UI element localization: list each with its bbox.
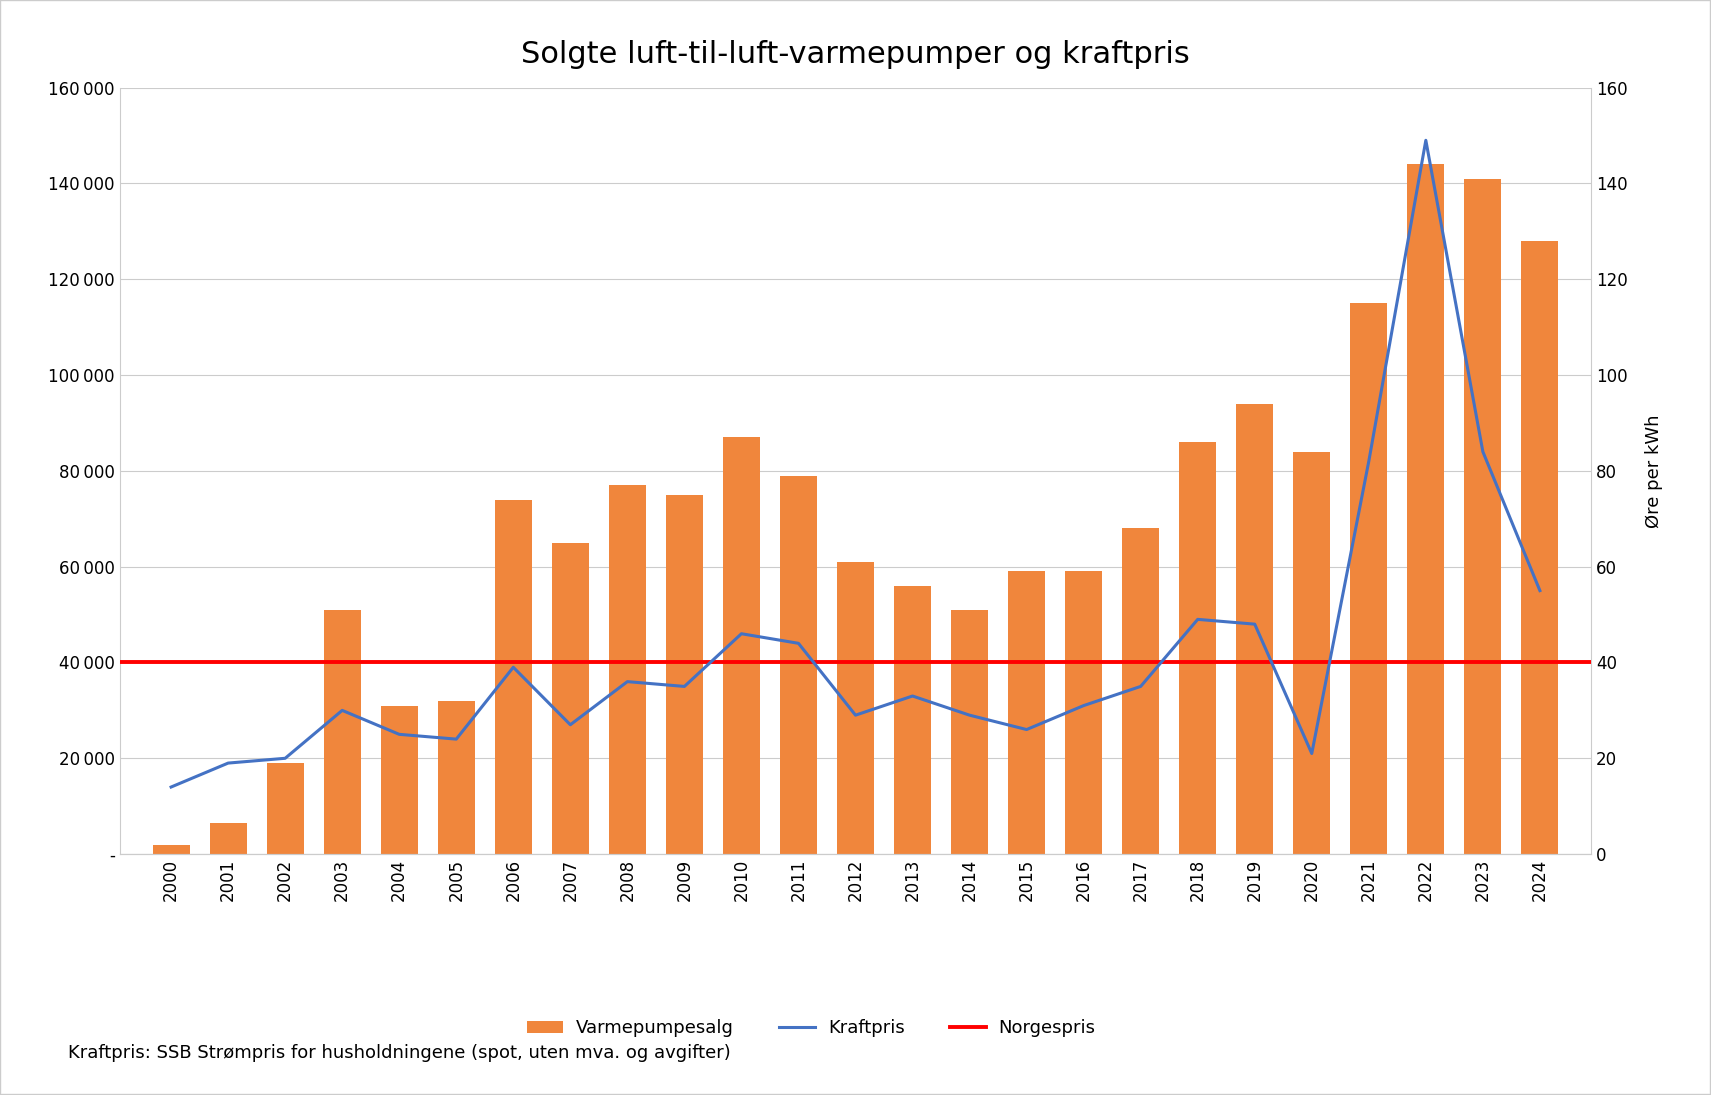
Bar: [1122, 529, 1160, 854]
Bar: [152, 844, 190, 854]
Bar: [1179, 442, 1217, 854]
Bar: [724, 437, 760, 854]
Bar: [494, 499, 532, 854]
Bar: [1521, 241, 1559, 854]
Bar: [323, 610, 361, 854]
Bar: [267, 763, 305, 854]
Bar: [895, 586, 931, 854]
Bar: [382, 705, 417, 854]
Bar: [1237, 404, 1273, 854]
Title: Solgte luft-til-luft-varmepumper og kraftpris: Solgte luft-til-luft-varmepumper og kraf…: [522, 39, 1189, 69]
Bar: [666, 495, 703, 854]
Bar: [553, 543, 589, 854]
Legend: Varmepumpesalg, Kraftpris, Norgespris: Varmepumpesalg, Kraftpris, Norgespris: [520, 1012, 1102, 1045]
Bar: [1066, 572, 1102, 854]
Bar: [609, 485, 647, 854]
Bar: [951, 610, 989, 854]
Text: Kraftpris: SSB Strømpris for husholdningene (spot, uten mva. og avgifter): Kraftpris: SSB Strømpris for husholdning…: [68, 1045, 731, 1062]
Bar: [1294, 451, 1331, 854]
Bar: [1008, 572, 1045, 854]
Bar: [1465, 178, 1502, 854]
Bar: [1350, 303, 1388, 854]
Bar: [837, 562, 874, 854]
Bar: [438, 701, 476, 854]
Y-axis label: Øre per kWh: Øre per kWh: [1644, 414, 1663, 528]
Bar: [780, 475, 818, 854]
Bar: [210, 823, 246, 854]
Bar: [1408, 164, 1444, 854]
